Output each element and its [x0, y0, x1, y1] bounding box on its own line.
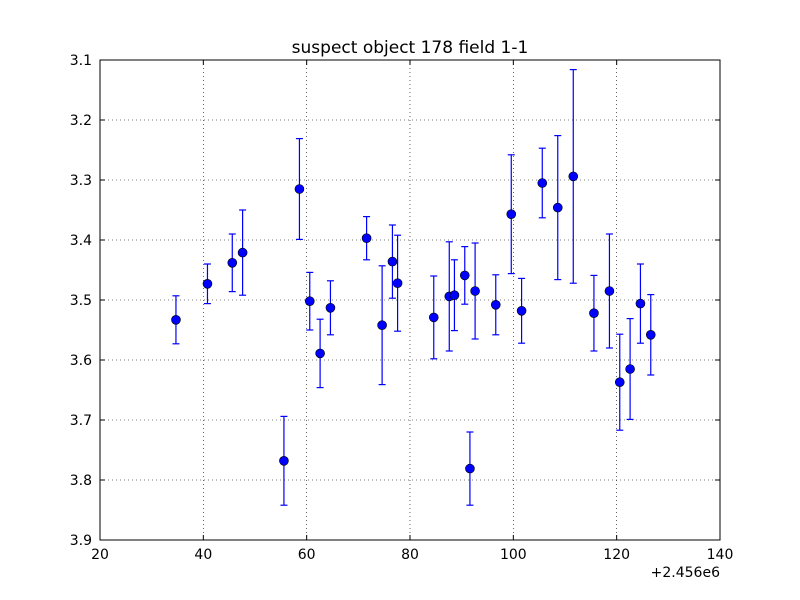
- data-point: [645, 329, 656, 340]
- data-point: [361, 233, 372, 243]
- data-point: [604, 286, 615, 296]
- x-tick-label: 80: [401, 547, 419, 563]
- data-point: [227, 257, 238, 268]
- data-point: [589, 308, 599, 319]
- data-point: [202, 278, 213, 289]
- data-point: [377, 320, 387, 331]
- data-point: [470, 286, 480, 296]
- x-tick-label: 60: [298, 547, 316, 563]
- axis-ticks: [99, 59, 721, 541]
- data-point: [614, 377, 625, 388]
- data-point: [315, 348, 325, 359]
- data-point: [459, 270, 470, 281]
- grid: [100, 60, 720, 540]
- x-tick-label: 100: [500, 547, 527, 563]
- data-point: [449, 290, 460, 301]
- data-point: [537, 178, 548, 188]
- data-point: [387, 256, 398, 267]
- x-tick-label: 40: [194, 547, 212, 563]
- data-point: [279, 455, 289, 466]
- x-axis-offset-label: +2.456e6: [651, 565, 720, 581]
- data-point: [428, 312, 439, 323]
- y-tick-label: 3.6: [70, 353, 92, 369]
- data-points: [171, 171, 656, 474]
- error-bars: [172, 68, 655, 506]
- data-point: [516, 305, 527, 316]
- data-point: [294, 184, 305, 194]
- data-point: [506, 209, 517, 219]
- data-point: [392, 278, 403, 289]
- y-tick-labels: 3.1 3.2 3.3 3.4 3.5 3.6 3.7 3.8 3.9: [70, 53, 92, 549]
- y-tick-label: 3.2: [70, 113, 92, 129]
- y-tick-label: 3.7: [70, 413, 92, 429]
- data-point: [465, 463, 475, 474]
- x-tick-label: 120: [603, 547, 630, 563]
- data-point: [635, 298, 646, 309]
- chart-title: suspect object 178 field 1-1: [292, 38, 529, 58]
- data-point: [237, 247, 248, 258]
- data-point: [490, 299, 501, 310]
- y-tick-label: 3.5: [70, 293, 92, 309]
- data-point: [552, 202, 563, 213]
- y-tick-label: 3.3: [70, 173, 92, 189]
- y-tick-label: 3.1: [70, 53, 92, 69]
- x-tick-labels: 20 40 60 80 100 120 140: [91, 547, 733, 563]
- x-tick-label: 140: [707, 547, 734, 563]
- x-tick-label: 20: [91, 547, 109, 563]
- y-tick-label: 3.9: [70, 533, 92, 549]
- y-tick-label: 3.4: [70, 233, 92, 249]
- data-point: [568, 171, 579, 182]
- data-point: [304, 296, 315, 307]
- data-point: [625, 364, 635, 374]
- data-point: [171, 314, 181, 325]
- data-point: [325, 302, 336, 313]
- y-tick-label: 3.8: [70, 473, 92, 489]
